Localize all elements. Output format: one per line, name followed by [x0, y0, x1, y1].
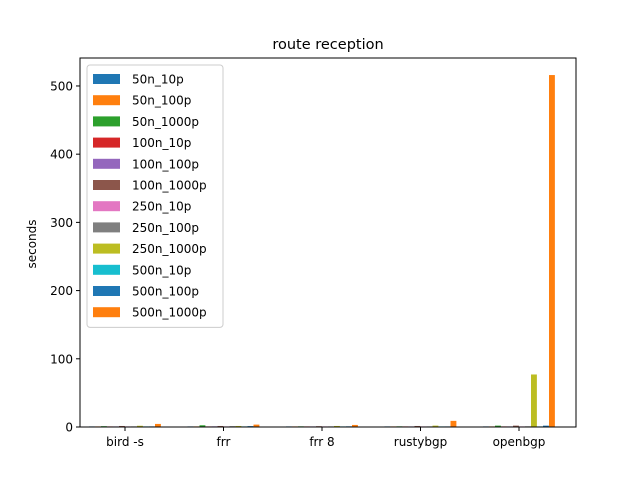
legend-swatch — [93, 307, 120, 318]
y-axis: 0 100 200 300 400 500 — [50, 79, 80, 435]
legend-swatch — [93, 95, 120, 106]
bar-50n_1000p-openbgp — [495, 425, 501, 427]
y-tick-label: 0 — [65, 421, 73, 435]
legend-label: 250n_100p — [132, 221, 199, 235]
bar-500n_1000p-rustybgp — [450, 420, 457, 427]
bar-50n_1000p-frr — [199, 425, 206, 427]
bar-100n_1000p-frr — [217, 425, 224, 427]
legend-swatch — [93, 286, 120, 296]
legend-label: 50n_100p — [132, 94, 191, 108]
y-tick-label: 100 — [50, 352, 73, 366]
bar-500n_1000p-frr — [253, 424, 260, 427]
legend-swatch — [93, 222, 120, 233]
x-tick-label: openbgp — [493, 435, 546, 449]
legend-label: 100n_10p — [132, 136, 191, 150]
legend-label: 500n_10p — [132, 263, 191, 277]
bar-100n_1000p-bird-s — [119, 425, 125, 427]
legend-swatch — [93, 116, 120, 127]
x-axis: bird -s frr frr 8 rustybgp openbgp — [106, 427, 545, 449]
x-tick-label: frr 8 — [309, 435, 334, 449]
bar-250n_1000p-openbgp — [531, 374, 537, 427]
legend-label: 250n_1000p — [132, 242, 207, 256]
y-tick-label: 500 — [50, 79, 73, 93]
bar-500n_100p-openbgp — [543, 425, 549, 427]
x-tick-label: rustybgp — [394, 435, 447, 449]
legend-label: 100n_100p — [132, 157, 199, 171]
bar-100n_1000p-rustybgp — [414, 425, 421, 427]
bar-250n_1000p-frr8 — [334, 425, 340, 427]
legend-swatch — [93, 74, 120, 84]
legend-label: 100n_1000p — [132, 179, 207, 193]
bar-100n_1000p-openbgp — [513, 425, 519, 427]
y-tick-label: 400 — [50, 148, 73, 162]
legend-box — [86, 64, 224, 328]
legend-swatch — [93, 158, 120, 169]
y-tick-label: 300 — [50, 216, 73, 230]
legend-label: 50n_1000p — [132, 115, 199, 129]
legend-swatch — [93, 201, 120, 212]
x-tick-label: bird -s — [106, 435, 144, 449]
legend-label: 500n_1000p — [132, 306, 207, 320]
chart-title: route reception — [272, 37, 383, 53]
bar-500n_1000p-bird-s — [155, 423, 161, 427]
bar-500n_1000p-openbgp — [549, 75, 555, 428]
y-tick-label: 200 — [50, 284, 73, 298]
legend-swatch — [93, 137, 120, 148]
bar-250n_1000p-bird-s — [137, 425, 143, 427]
bar-250n_1000p-rustybgp — [432, 425, 439, 427]
legend-swatch — [93, 243, 120, 254]
bar-500n_1000p-frr8 — [352, 424, 358, 427]
legend-swatch — [93, 180, 120, 190]
x-tick-label: frr — [217, 435, 231, 449]
legend-label: 250n_10p — [132, 200, 191, 214]
legend-swatch — [93, 264, 120, 275]
bar-250n_1000p-frr — [235, 425, 242, 427]
y-axis-label: seconds — [25, 219, 39, 268]
legend-label: 500n_100p — [132, 285, 199, 299]
legend-label: 50n_10p — [132, 73, 184, 87]
legend: 50n_10p 50n_100p 50n_1000p 100n_10p 100n_100… — [86, 64, 224, 328]
plot-frame — [79, 57, 577, 428]
